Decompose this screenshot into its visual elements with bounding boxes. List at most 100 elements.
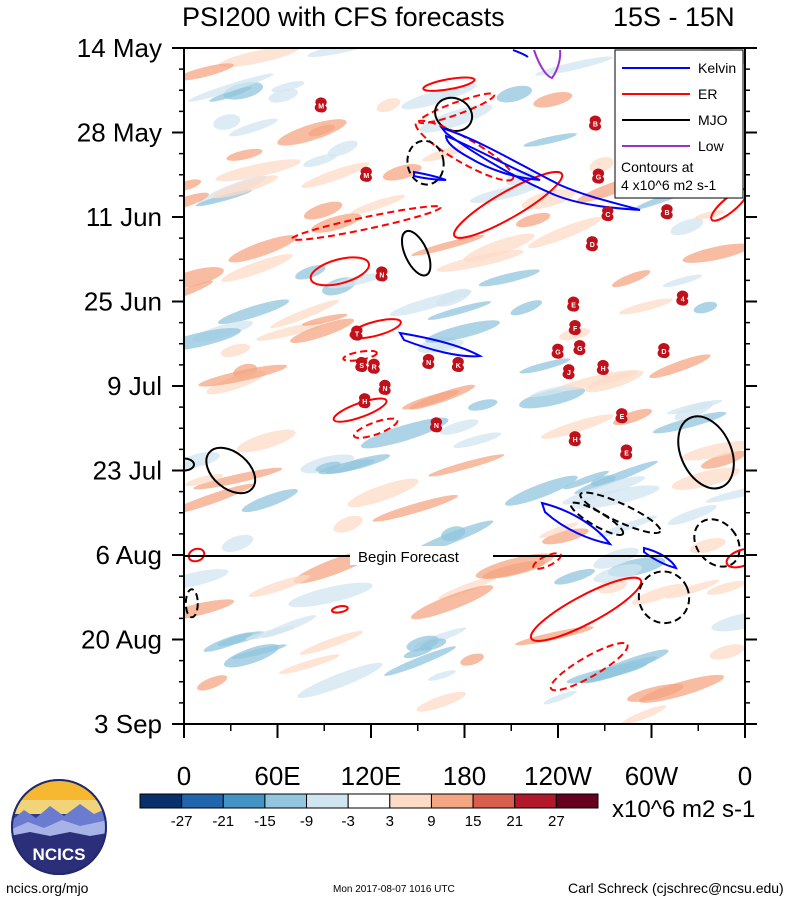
wave-contour-path bbox=[413, 170, 447, 181]
footer-timestamp: Mon 2017-08-07 1016 UTC bbox=[333, 884, 455, 895]
anomaly-patch bbox=[689, 538, 726, 554]
logo-text: NCICS bbox=[33, 845, 86, 864]
wave-contour bbox=[710, 188, 745, 222]
tropical-cyclone-symbol: 4 bbox=[676, 290, 689, 306]
anomaly-patch bbox=[439, 419, 479, 435]
tropical-cyclone-symbol: F bbox=[568, 320, 581, 336]
cyclone-icon bbox=[359, 166, 372, 182]
wave-contour-path bbox=[444, 134, 541, 181]
anomaly-patch bbox=[402, 390, 460, 410]
anomaly-patch bbox=[184, 280, 214, 302]
anomaly-patch bbox=[217, 631, 264, 647]
colorbar-box bbox=[430, 793, 474, 809]
legend-label: Low bbox=[698, 138, 725, 154]
anomaly-patch bbox=[184, 451, 220, 468]
cyclone-letter: E bbox=[620, 414, 625, 421]
begin-forecast-label-bg bbox=[350, 546, 493, 565]
cyclone-letter: F bbox=[573, 326, 578, 333]
colorbar-tick-label: 9 bbox=[427, 813, 435, 830]
anomaly-patch bbox=[425, 320, 500, 343]
wave-contour bbox=[579, 491, 662, 535]
anomaly-patch bbox=[460, 653, 484, 666]
anomaly-patch bbox=[236, 429, 296, 453]
cyclone-icon bbox=[592, 168, 605, 184]
anomaly-patch bbox=[184, 179, 202, 192]
colorbar-box bbox=[389, 793, 432, 809]
anomaly-patch bbox=[221, 254, 293, 282]
anomaly-patch bbox=[701, 450, 745, 469]
cyclone-letter: H bbox=[573, 437, 578, 444]
anomaly-patch bbox=[665, 580, 719, 599]
wave-contour bbox=[414, 119, 515, 182]
anomaly-patch bbox=[593, 564, 643, 583]
legend-box bbox=[614, 49, 744, 199]
colorbar-box bbox=[347, 793, 391, 809]
colorbar-box bbox=[222, 793, 266, 809]
colorbar-tick-label: 27 bbox=[548, 813, 565, 830]
tropical-cyclone-symbol: H bbox=[358, 393, 371, 409]
anomaly-patch bbox=[327, 140, 358, 157]
tropical-cyclone-symbol: R bbox=[367, 358, 380, 374]
tropical-cyclone-symbol: B bbox=[589, 115, 602, 131]
anomaly-patch bbox=[681, 440, 745, 461]
anomaly-patch bbox=[562, 476, 646, 505]
anomaly-patch bbox=[221, 534, 254, 552]
anomaly-patch bbox=[217, 299, 290, 325]
anomaly-patch bbox=[571, 485, 660, 509]
anomaly-patch bbox=[350, 194, 405, 215]
colorbar-tick-label: 21 bbox=[506, 813, 523, 830]
cyclone-letter: N bbox=[426, 360, 431, 367]
tropical-cyclone-symbol: N bbox=[430, 417, 443, 433]
cyclone-letter: N bbox=[382, 386, 387, 393]
anomaly-patch bbox=[468, 399, 498, 411]
legend-label: ER bbox=[698, 86, 717, 102]
cyclone-icon bbox=[378, 379, 391, 395]
colorbar-units: x10^6 m2 s-1 bbox=[612, 796, 756, 823]
anomaly-patch bbox=[184, 328, 241, 351]
wave-contour bbox=[184, 457, 195, 472]
anomaly-patch bbox=[670, 218, 704, 236]
anomaly-patch bbox=[419, 104, 493, 133]
anomaly-patch bbox=[463, 233, 535, 262]
anomaly-patch bbox=[496, 85, 532, 103]
cyclone-letter: M bbox=[318, 103, 324, 110]
anomaly-patch bbox=[241, 488, 298, 513]
cyclone-icon bbox=[551, 343, 564, 359]
anomaly-patch bbox=[519, 358, 571, 374]
anomaly-patch bbox=[303, 153, 338, 168]
anomaly-patch bbox=[220, 343, 251, 358]
cyclone-icon bbox=[585, 236, 598, 252]
anomaly-patch bbox=[682, 243, 745, 263]
cyclone-letter: D bbox=[590, 242, 595, 249]
wave-contour-path bbox=[512, 49, 529, 58]
anomaly-patch bbox=[301, 313, 348, 326]
anomaly-patch bbox=[360, 417, 449, 449]
cyclone-icon bbox=[601, 205, 614, 222]
y-tick-label: 20 Aug bbox=[81, 625, 162, 655]
anomaly-patch bbox=[290, 318, 355, 343]
colorbar-tick-label: -15 bbox=[254, 813, 276, 830]
anomaly-patch bbox=[627, 683, 684, 702]
anomaly-patch bbox=[510, 300, 543, 316]
wave-contour-path bbox=[398, 331, 484, 358]
begin-forecast-label: Begin Forecast bbox=[358, 549, 460, 566]
anomaly-patch bbox=[229, 118, 278, 137]
anomaly-patch bbox=[228, 235, 297, 263]
anomaly-patch bbox=[303, 201, 343, 220]
anomaly-patch bbox=[652, 411, 727, 434]
anomaly-patch bbox=[593, 547, 639, 569]
anomaly-patch bbox=[574, 460, 658, 494]
wave-contour bbox=[677, 415, 735, 490]
anomaly-patch bbox=[301, 162, 370, 188]
anomaly-patch bbox=[428, 670, 456, 681]
wave-contour bbox=[332, 397, 388, 423]
wave-contour bbox=[400, 229, 432, 277]
anomaly-patch bbox=[384, 646, 456, 676]
anomaly-patch bbox=[376, 98, 401, 113]
anomaly-patch bbox=[533, 92, 573, 108]
cyclone-letter: M bbox=[363, 173, 369, 180]
legend-note-line1: Contours at bbox=[621, 159, 693, 175]
anomaly-patch bbox=[435, 288, 471, 307]
cyclone-icon bbox=[568, 320, 581, 336]
wave-contour bbox=[549, 642, 629, 692]
